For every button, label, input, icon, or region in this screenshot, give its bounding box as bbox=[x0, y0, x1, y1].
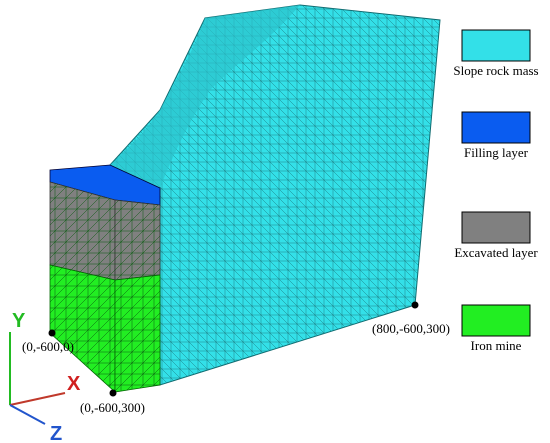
x-axis bbox=[9, 392, 66, 406]
legend: Slope rock mass Filling layer Excavated la… bbox=[453, 29, 539, 353]
legend-label: Filling layer bbox=[464, 145, 529, 160]
legend-label: Excavated layer bbox=[454, 245, 538, 260]
point-label: (0,-600,300) bbox=[80, 400, 145, 415]
point bbox=[48, 329, 56, 337]
point bbox=[109, 389, 117, 397]
corner-points: (0,-600,0) (0,-600,300) (800,-600,300) bbox=[22, 301, 450, 415]
layer-block bbox=[49, 164, 161, 393]
axes-triad: Y X Z bbox=[9, 310, 81, 443]
legend-label: Slope rock mass bbox=[453, 63, 538, 78]
legend-swatch bbox=[461, 29, 531, 62]
axis-label: Z bbox=[50, 423, 62, 443]
legend-swatch bbox=[461, 211, 531, 244]
slope-body bbox=[109, 4, 441, 386]
point bbox=[411, 301, 419, 309]
point-label: (0,-600,0) bbox=[22, 339, 74, 354]
legend-swatch bbox=[461, 111, 531, 144]
legend-swatch bbox=[461, 304, 531, 337]
point-label: (800,-600,300) bbox=[372, 321, 450, 336]
axis-label: X bbox=[67, 373, 81, 395]
axis-label: Y bbox=[12, 310, 26, 332]
z-axis bbox=[9, 404, 46, 425]
legend-label: Iron mine bbox=[471, 338, 522, 353]
